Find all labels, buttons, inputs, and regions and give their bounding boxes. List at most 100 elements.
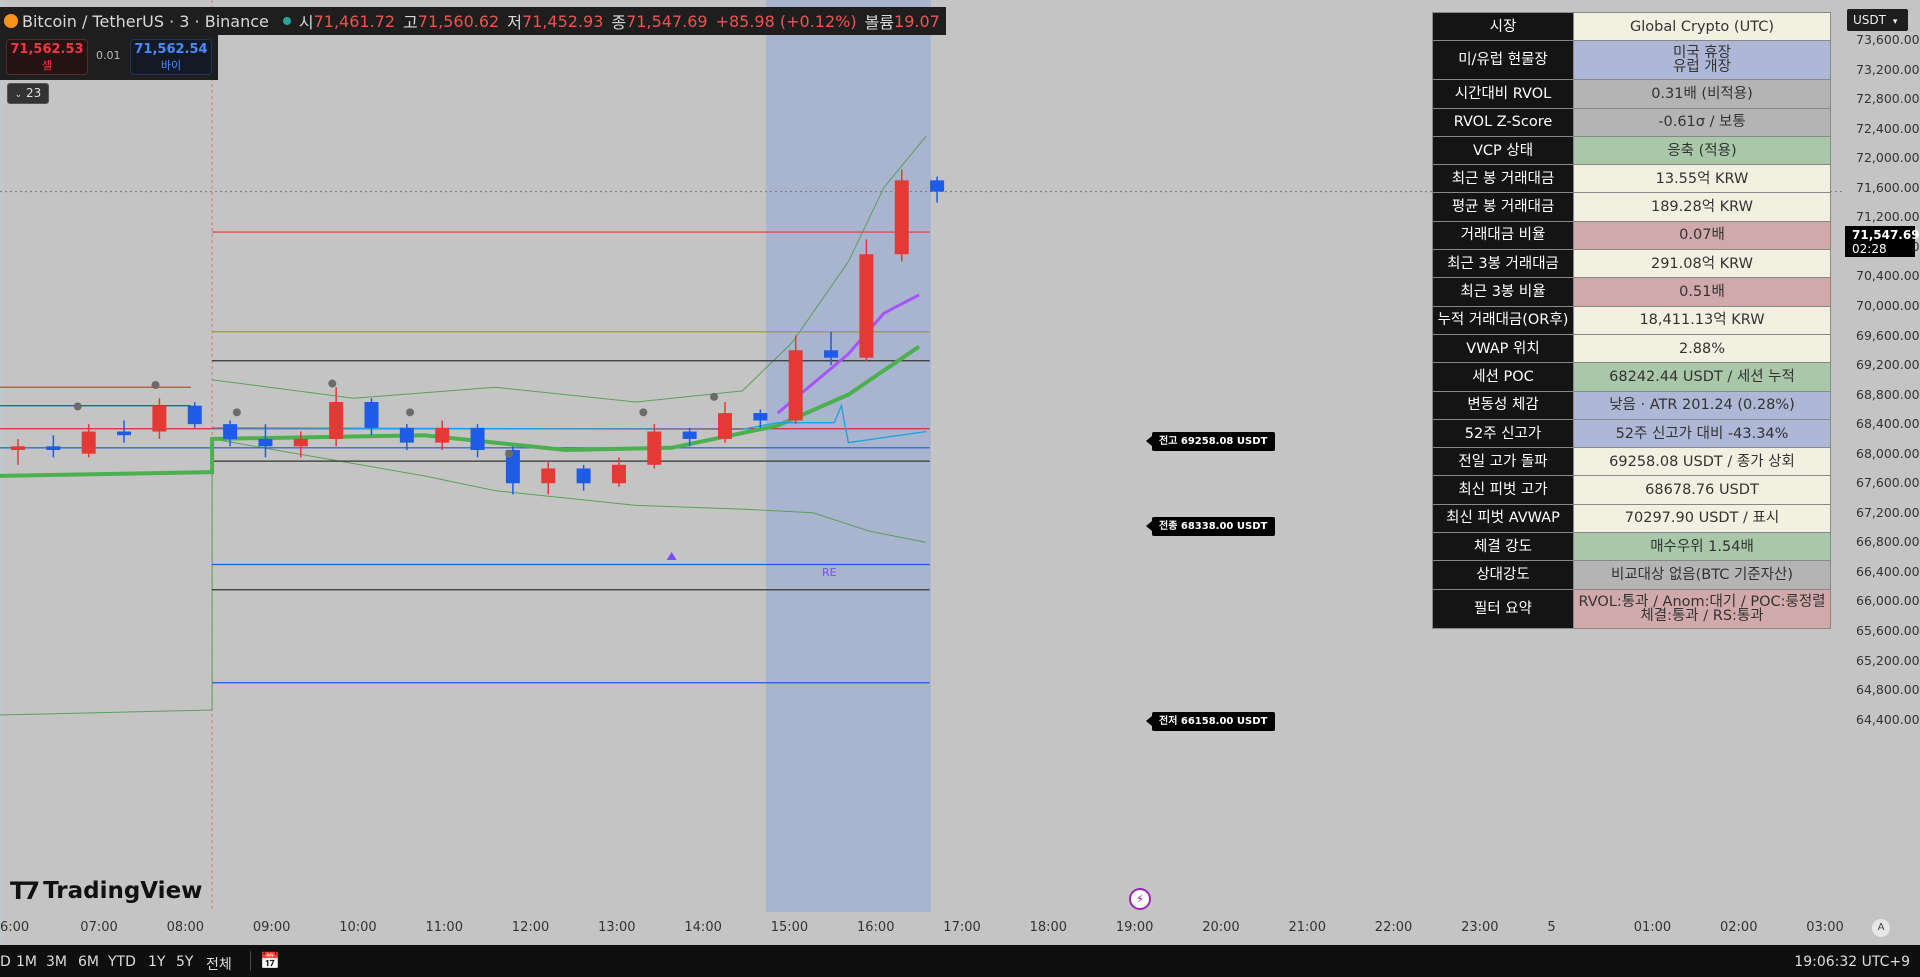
info-value: 189.28억 KRW: [1573, 192, 1831, 222]
info-value: 13.55억 KRW: [1573, 164, 1831, 194]
pivot-dot: [639, 408, 648, 417]
info-key: 거래대금 비율: [1432, 220, 1574, 251]
info-value: 0.51배: [1573, 277, 1831, 307]
info-key: 평균 봉 거래대금: [1432, 192, 1574, 222]
trade-panel: 71,562.53 셀 0.01 71,562.54 바이: [0, 35, 218, 80]
time-tick-label: 21:00: [1288, 920, 1326, 935]
current-price-tag: 71,547.69 02:28: [1845, 226, 1920, 257]
tradingview-logo[interactable]: T7 TradingView: [10, 877, 202, 905]
candle-body: [11, 446, 25, 451]
range-button-1y[interactable]: 1Y: [148, 954, 166, 970]
chevron-down-icon: ⌄: [14, 90, 23, 100]
range-button-1m[interactable]: 1M: [16, 954, 37, 970]
info-key: 세션 POC: [1432, 362, 1574, 392]
candle-body: [505, 450, 520, 484]
candle-body: [364, 401, 379, 428]
time-tick-label: 15:00: [770, 920, 809, 935]
info-row: 최신 피벗 고가 68678.76 USDT: [1432, 475, 1831, 505]
time-tick-label: 20:00: [1202, 920, 1240, 935]
range-button-전체[interactable]: 전체: [206, 957, 232, 973]
info-key: VCP 상태: [1432, 135, 1574, 166]
info-row: 체결 강도 매수우위 1.54배: [1432, 532, 1831, 562]
info-key: 시장: [1432, 11, 1574, 42]
candle-body: [399, 427, 414, 443]
candle-body: [541, 468, 556, 484]
tradingview-logo-text: TradingView: [43, 878, 203, 904]
time-tick-label: 12:00: [511, 920, 550, 935]
time-tick-label: 18:00: [1029, 920, 1068, 935]
time-tick-label: 13:00: [598, 920, 636, 935]
price-tick-label: 69,200.00: [1856, 357, 1920, 373]
time-tick-label: 07:00: [80, 920, 118, 935]
price-tick-label: 66,400.00: [1856, 563, 1920, 579]
price-tick-label: 68,800.00: [1856, 386, 1920, 402]
candle-body: [859, 254, 874, 358]
current-price: 71,547.69: [1852, 228, 1920, 242]
lower-band-line: [212, 438, 927, 543]
price-tick-label: 72,800.00: [1856, 91, 1920, 107]
candle-body: [258, 438, 273, 447]
info-row: 최근 3봉 거래대금 291.08억 KRW: [1432, 249, 1831, 279]
price-tick-label: 67,200.00: [1856, 504, 1920, 520]
volume-label: 볼륨: [864, 13, 895, 32]
tradingview-logo-icon: T7: [10, 877, 40, 905]
time-tick-label: 17:00: [943, 920, 981, 935]
price-tick-label: 72,400.00: [1856, 120, 1920, 136]
info-row: 세션 POC 68242.44 USDT / 세션 누적: [1432, 362, 1831, 392]
low-value: 71,452.93: [521, 11, 604, 31]
indicator-collapse-button[interactable]: ⌄ 23: [7, 83, 49, 104]
clock-timezone[interactable]: 19:06:32 UTC+9: [1794, 954, 1910, 970]
info-value: 68242.44 USDT / 세션 누적: [1573, 362, 1831, 392]
info-row: 필터 요약 RVOL:통과 / Anom:대기 / POC:룽정렬 체결:통과 /…: [1432, 588, 1831, 629]
time-tick-label: 10:00: [339, 920, 377, 935]
cyan-level-line: [212, 403, 927, 444]
symbol-title[interactable]: Bitcoin / TetherUS · 3 · Binance: [22, 11, 269, 31]
buy-price: 71,562.54: [134, 42, 208, 57]
range-button-5y[interactable]: 5Y: [176, 954, 194, 970]
info-value: Global Crypto (UTC): [1573, 11, 1831, 42]
price-tick-label: 71,200.00: [1856, 209, 1920, 225]
info-row: 52주 신고가 52주 신고가 대비 -43.34%: [1432, 418, 1831, 449]
candle-body: [152, 405, 167, 432]
sell-button[interactable]: 71,562.53 셀: [6, 39, 88, 75]
auto-scale-button[interactable]: A: [1872, 919, 1890, 937]
lightning-icon[interactable]: ⚡: [1129, 888, 1151, 910]
currency-selector[interactable]: USDT ▾: [1847, 9, 1908, 31]
candle-body: [293, 438, 308, 447]
price-axis[interactable]: [1845, 0, 1920, 945]
info-value: 2.88%: [1573, 333, 1831, 364]
price-tick-label: 72,000.00: [1856, 150, 1920, 166]
info-key: 체결 강도: [1432, 532, 1574, 562]
high-label: 고: [403, 13, 418, 32]
info-value: 비교대상 없음(BTC 기준자산): [1573, 560, 1831, 590]
price-tick-label: 73,200.00: [1856, 61, 1920, 77]
open-label: 시: [298, 13, 314, 32]
info-key: 52주 신고가: [1432, 418, 1574, 449]
price-tick-label: 68,000.00: [1856, 445, 1920, 461]
volume-value: 19.07: [894, 11, 940, 31]
calendar-goto-icon[interactable]: 📅: [260, 951, 280, 970]
info-row: 시장 Global Crypto (UTC): [1432, 11, 1831, 42]
info-value: -0.61σ / 보통: [1573, 107, 1831, 137]
info-key: 전일 고가 돌파: [1432, 447, 1574, 477]
info-key: RVOL Z-Score: [1432, 107, 1574, 137]
candle-body: [435, 427, 450, 443]
pivot-dot: [710, 392, 719, 401]
bottom-toolbar: D 1M 3M 6M YTD 1Y 5Y 전체 📅 19:06:32 UTC+9: [0, 945, 1920, 977]
candle-body: [894, 180, 909, 255]
time-tick-label: 08:00: [166, 920, 205, 935]
info-row: 최근 봉 거래대금 13.55억 KRW: [1432, 164, 1831, 194]
range-button-6m[interactable]: 6M: [78, 954, 99, 970]
buy-button[interactable]: 71,562.54 바이: [130, 39, 212, 75]
range-button-ytd[interactable]: YTD: [108, 954, 136, 970]
price-chart[interactable]: [0, 0, 1845, 945]
info-value: 52주 신고가 대비 -43.34%: [1573, 418, 1831, 449]
re-signal-triangle: [666, 552, 677, 560]
info-key: 필터 요약: [1432, 588, 1574, 629]
range-button-3m[interactable]: 3M: [46, 954, 67, 970]
bar-countdown: 02:28: [1852, 242, 1887, 256]
range-button-d[interactable]: D: [0, 954, 11, 970]
prev-high-tag: 전고 69258.08 USDT: [1145, 432, 1276, 451]
info-value: 18,411.13억 KRW: [1573, 305, 1831, 335]
divider: [250, 951, 251, 971]
